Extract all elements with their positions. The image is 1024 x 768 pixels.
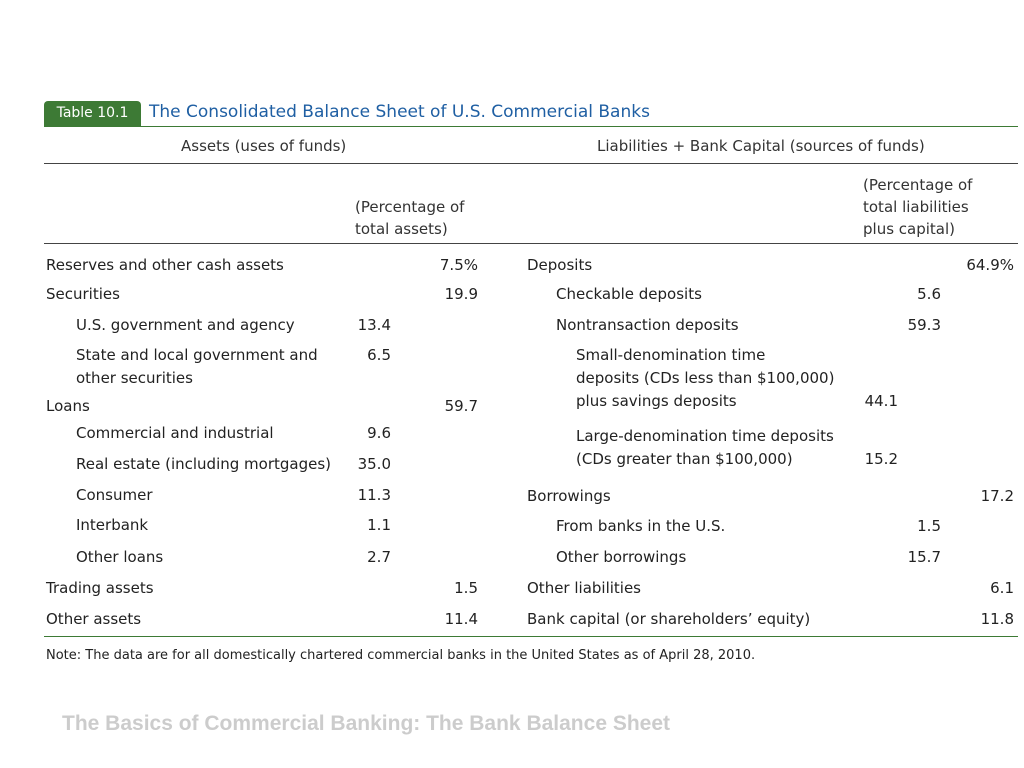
asset-row-label: State and local government and [76,346,318,364]
assets-pct-header-line: total assets) [355,220,448,238]
asset-total-value: 7.5% [439,256,478,274]
liabilities-header: Liabilities + Bank Capital (sources of f… [597,137,925,155]
table-note: Note: The data are for all domestically … [46,648,756,663]
liability-row-label: Large-denomination time deposits [576,427,834,445]
liability-total-value: 11.8 [980,610,1014,628]
assets-header: Assets (uses of funds) [181,137,347,155]
liability-row-label: Checkable deposits [556,285,702,303]
asset-total-value: 1.5 [454,579,478,597]
liability-row-label: plus savings deposits [576,392,737,410]
column-header-rule [44,243,1018,244]
asset-sub-value: 11.3 [357,486,391,504]
liab-pct-header-line: (Percentage of [863,176,973,194]
bottom-rule [44,636,1018,637]
liability-sub-value: 15.7 [907,548,941,566]
assets-pct-header: (Percentage of total assets) [355,196,464,240]
liability-row-label: deposits (CDs less than $100,000) [576,369,835,387]
liability-sub-value: 59.3 [907,316,941,334]
asset-row-label: Real estate (including mortgages) [76,455,331,473]
asset-row-label: Consumer [76,486,153,504]
liability-row-label: (CDs greater than $100,000) [576,450,793,468]
liab-pct-header-line: plus capital) [863,220,955,238]
asset-row-label: Other loans [76,548,164,566]
asset-row-label: Other assets [46,610,142,628]
liability-row-label: Deposits [527,256,593,274]
top-rule [44,126,1018,127]
liability-row-label: Other liabilities [527,579,642,597]
liability-total-value: 17.2 [980,487,1014,505]
liability-row-label: Other borrowings [556,548,687,566]
asset-row-label: Reserves and other cash assets [46,256,284,274]
table-title: The Consolidated Balance Sheet of U.S. C… [149,102,650,122]
asset-sub-value: 1.1 [367,516,391,534]
asset-row-label: Securities [46,285,120,303]
slide-footer-title: The Basics of Commercial Banking: The Ba… [62,712,671,735]
asset-sub-value: 13.4 [357,316,391,334]
liab-pct-header-line: total liabilities [863,198,969,216]
liability-total-value: 6.1 [990,579,1014,597]
asset-sub-value: 2.7 [367,548,391,566]
liability-sub-value: 1.5 [917,517,941,535]
liability-row-label: Nontransaction deposits [556,316,739,334]
asset-sub-value: 9.6 [367,424,391,442]
liability-row-label: Bank capital (or shareholders’ equity) [527,610,811,628]
liability-row-label: Small-denomination time [576,346,766,364]
liability-total-value: 64.9% [966,256,1014,274]
liability-detail-value: 44.1 [864,392,898,410]
asset-row-label: other securities [76,369,193,387]
liabilities-pct-header: (Percentage of total liabilities plus ca… [863,174,972,240]
asset-row-label: U.S. government and agency [76,316,295,334]
asset-row-label: Loans [46,397,90,415]
liability-row-label: Borrowings [527,487,611,505]
assets-pct-header-line: (Percentage of [355,198,465,216]
asset-sub-value: 35.0 [357,455,391,473]
asset-total-value: 11.4 [444,610,478,628]
asset-total-value: 59.7 [444,397,478,415]
asset-row-label: Interbank [76,516,149,534]
asset-row-label: Trading assets [46,579,154,597]
liability-row-label: From banks in the U.S. [556,517,726,535]
table-number-badge: Table 10.1 [44,101,141,126]
header-rule [44,163,1018,164]
liability-sub-value: 5.6 [917,285,941,303]
asset-row-label: Commercial and industrial [76,424,274,442]
asset-total-value: 19.9 [444,285,478,303]
liability-detail-value: 15.2 [864,450,898,468]
asset-sub-value: 6.5 [367,346,391,364]
